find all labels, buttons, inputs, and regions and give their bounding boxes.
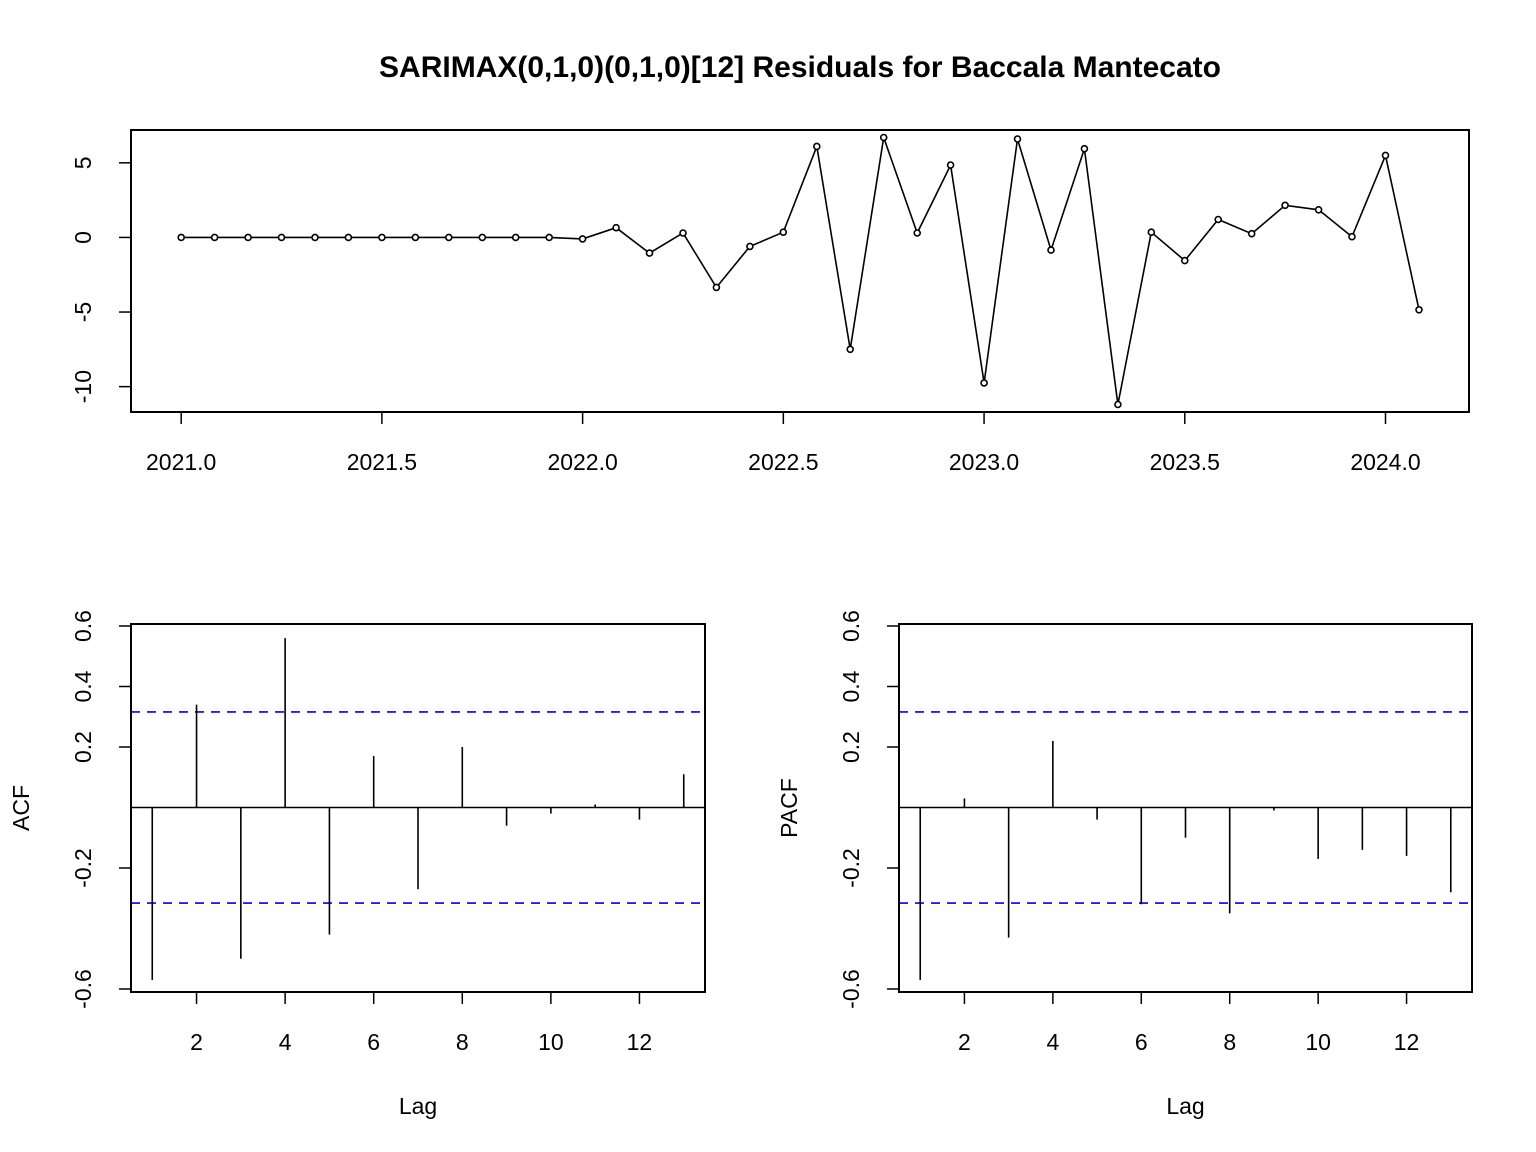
residual-point [1281, 201, 1289, 210]
residual-point [812, 142, 821, 151]
residual-point [846, 345, 855, 354]
residual-point [511, 233, 520, 242]
x-axis-title: Lag [1166, 1093, 1204, 1119]
residual-point [980, 379, 988, 387]
residual-point [1080, 144, 1089, 153]
x-tick-label: 10 [538, 1029, 564, 1055]
y-tick-label: 0.4 [70, 670, 96, 702]
residual-point [478, 233, 487, 242]
residual-point [210, 233, 219, 242]
residual-point [1047, 246, 1055, 254]
x-tick-label: 2021.5 [347, 449, 417, 475]
residual-point [1114, 400, 1122, 409]
residual-point [277, 233, 286, 242]
residual-point [879, 133, 888, 142]
x-tick-label: 8 [456, 1029, 469, 1055]
residual-point [746, 242, 754, 251]
x-tick-label: 2021.0 [146, 449, 216, 475]
residual-point [1314, 206, 1323, 214]
y-tick-label: 0.6 [838, 610, 864, 642]
residual-point [1247, 229, 1256, 238]
acf-panel: 2 4 6 8 10 12 -0.6 -0.2 0.2 0.4 0.6 Lag ACF [8, 610, 706, 1119]
residual-point [1348, 232, 1356, 241]
residual-point [578, 235, 587, 243]
residual-point [411, 233, 420, 242]
y-tick-label: -0.2 [838, 848, 864, 888]
residual-point [1415, 305, 1423, 314]
residual-point [645, 249, 654, 257]
x-tick-label: 2024.0 [1350, 449, 1420, 475]
residual-point [311, 233, 319, 242]
pacf-panel: 2 4 6 8 10 12 -0.6 -0.2 0.2 0.4 0.6 Lag PACF [776, 610, 1473, 1119]
residual-point [1381, 151, 1390, 160]
residual-point [378, 233, 386, 242]
x-tick-label: 2022.0 [547, 449, 617, 475]
residual-point [1013, 135, 1022, 143]
residuals-time-series-panel: 2021.0 2021.5 2022.0 2022.5 2023.0 2023.5 2024… [70, 129, 1470, 475]
residual-point [545, 233, 554, 242]
x-tick-label: 2 [190, 1029, 203, 1055]
residual-series-line [181, 137, 1420, 405]
x-tick-label: 12 [1394, 1029, 1420, 1055]
residual-point [779, 228, 788, 236]
y-tick-label: 0.4 [838, 670, 864, 702]
residual-point [1214, 215, 1222, 224]
x-tick-label: 4 [279, 1029, 292, 1055]
x-tick-label: 10 [1305, 1029, 1331, 1055]
residual-point [1181, 256, 1189, 265]
y-tick-label: 0.6 [70, 610, 96, 642]
y-tick-label: -0.2 [70, 848, 96, 888]
y-tick-label: 0.2 [70, 731, 96, 763]
y-tick-label: -5 [70, 302, 96, 322]
residual-point [344, 233, 353, 242]
residual-point [1147, 228, 1156, 236]
y-tick-label: 0 [70, 231, 96, 244]
residual-point [679, 229, 687, 237]
y-tick-label: -10 [70, 370, 96, 403]
y-tick-label: 0.2 [838, 731, 864, 763]
y-tick-label: -0.6 [838, 969, 864, 1009]
x-tick-label: 2023.5 [1150, 449, 1220, 475]
plot-frame [130, 129, 1470, 413]
x-tick-label: 12 [627, 1029, 653, 1055]
x-tick-label: 8 [1223, 1029, 1236, 1055]
y-axis-title: ACF [8, 785, 34, 831]
residual-point [913, 229, 922, 237]
residual-point [177, 233, 185, 242]
x-tick-label: 2023.0 [949, 449, 1019, 475]
x-tick-label: 2022.5 [748, 449, 818, 475]
y-tick-label: 5 [70, 156, 96, 169]
y-axis-title: PACF [776, 778, 802, 838]
residual-point [712, 283, 721, 292]
chart-title: SARIMAX(0,1,0)(0,1,0)[12] Residuals for … [379, 51, 1221, 84]
residual-point [946, 161, 955, 169]
x-axis-title: Lag [399, 1093, 437, 1119]
x-tick-label: 6 [1135, 1029, 1148, 1055]
x-tick-label: 2 [958, 1029, 971, 1055]
residual-point [244, 233, 252, 242]
x-tick-label: 4 [1046, 1029, 1059, 1055]
residual-point [444, 233, 453, 242]
residual-point [612, 223, 620, 232]
x-tick-label: 6 [367, 1029, 380, 1055]
y-tick-label: -0.6 [70, 969, 96, 1009]
